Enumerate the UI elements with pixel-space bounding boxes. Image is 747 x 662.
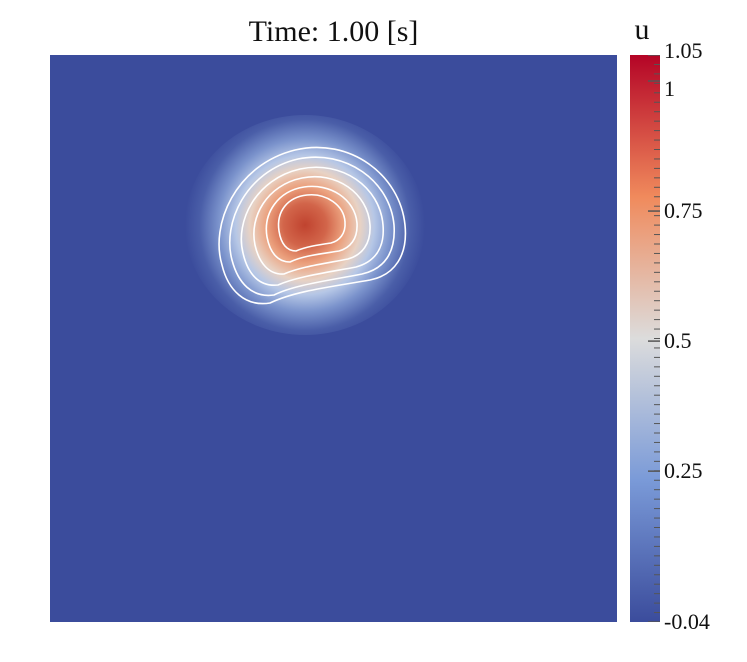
contour-line <box>265 185 358 263</box>
contour-line <box>228 156 395 297</box>
colorbar-minor-ticks <box>648 55 660 622</box>
colorbar-tick-label: 0.25 <box>664 458 703 484</box>
colorbar <box>630 55 660 622</box>
colorbar-label: u <box>634 13 650 46</box>
colorbar-tick-label: 1.05 <box>664 38 703 63</box>
contour-lines <box>218 146 407 305</box>
colorbar-tick-label: 1 <box>664 76 675 101</box>
contour-line <box>240 166 384 286</box>
contour-line <box>253 175 371 275</box>
solution-blob <box>185 115 425 335</box>
plot-title: Time: 1.00 [s] <box>248 15 419 48</box>
contour-line <box>218 146 407 305</box>
colorbar-tick-label: -0.04 <box>664 609 710 634</box>
colorbar-tick-label: 0.75 <box>664 198 703 224</box>
contour-line <box>277 194 346 252</box>
field-plot <box>50 55 617 622</box>
colorbar-tick-label: 0.5 <box>664 328 692 354</box>
